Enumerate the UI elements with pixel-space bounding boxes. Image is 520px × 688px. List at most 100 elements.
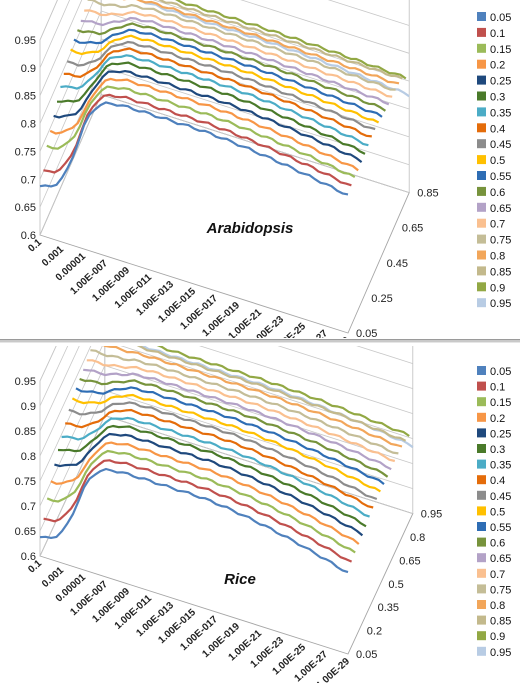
legend-label: 0.45 xyxy=(490,491,511,503)
legend-swatch xyxy=(477,218,486,228)
panel-divider xyxy=(0,339,520,343)
legend-label: 0.25 xyxy=(490,76,511,88)
x-tick-label: 0.001 xyxy=(40,565,66,590)
legend-label: 0.5 xyxy=(490,506,505,518)
legend-swatch xyxy=(477,584,486,594)
x-tick-label: 0.001 xyxy=(40,244,66,269)
legend-label: 0.9 xyxy=(490,631,505,643)
legend-swatch xyxy=(477,506,486,516)
legend-label: 0.3 xyxy=(490,92,505,104)
legend-label: 0.6 xyxy=(490,187,505,199)
series-line-0-55 xyxy=(73,28,383,118)
legend-label: 0.7 xyxy=(490,219,505,231)
series-line-0-1 xyxy=(43,459,353,563)
legend-label: 0.05 xyxy=(490,12,511,24)
legend-swatch xyxy=(477,171,486,180)
y-tick-label: 0.9 xyxy=(21,63,36,75)
series-line-0-2 xyxy=(49,77,359,172)
legend-label: 0.95 xyxy=(490,647,511,659)
legend-swatch xyxy=(477,75,486,85)
series-line-0-7 xyxy=(84,9,393,98)
series-line-0-85 xyxy=(158,0,403,80)
legend-label: 0.1 xyxy=(490,382,505,394)
series-line-0-65 xyxy=(83,368,392,471)
series-line-0-6 xyxy=(79,377,389,478)
gridline xyxy=(39,10,410,152)
series-line-0-4 xyxy=(63,47,372,138)
legend-swatch xyxy=(477,298,486,308)
chart-title: Arabidopsis xyxy=(206,220,294,237)
y-tick-label: 0.65 xyxy=(15,526,36,538)
series-line-0-8 xyxy=(93,339,403,448)
legend-swatch xyxy=(477,107,486,117)
legend-label: 0.1 xyxy=(490,28,505,40)
legend-swatch xyxy=(477,553,486,563)
series-line-0-45 xyxy=(66,40,376,131)
legend-label: 0.75 xyxy=(490,584,511,596)
series-line-0-3 xyxy=(57,424,367,528)
legend-label: 0.65 xyxy=(490,553,511,565)
chart-title: Rice xyxy=(224,571,256,588)
z-tick-label: 0.95 xyxy=(421,509,442,521)
legend-swatch xyxy=(477,490,486,500)
legend-swatch xyxy=(477,155,486,165)
gridline xyxy=(39,0,410,96)
legend-label: 0.65 xyxy=(490,203,511,215)
series-line-0-6 xyxy=(77,22,387,112)
arabidopsis-chart: 0.60.650.70.750.80.850.90.950.10.0010.00… xyxy=(15,0,511,370)
legend-label: 0.8 xyxy=(490,251,505,263)
rice-chart-panel: 0.6 0.65 0.7 0.75 0.8 0.85 0.9 0.95 0.1 0.001 0.00… xyxy=(0,240,520,688)
series-line-0-65 xyxy=(80,16,390,106)
legend-swatch xyxy=(477,266,486,276)
y-tick-label: 0.9 xyxy=(21,401,36,413)
legend-swatch xyxy=(477,186,486,196)
legend-label: 0.55 xyxy=(490,171,511,183)
series-line-0-25 xyxy=(54,432,364,537)
legend-swatch xyxy=(477,537,486,547)
legend-swatch xyxy=(477,366,486,375)
legend-swatch xyxy=(477,428,486,438)
z-tick-label: 0.85 xyxy=(417,188,438,200)
legend-swatch xyxy=(477,91,486,101)
legend-label: 0.5 xyxy=(490,155,505,167)
legend-label: 0.7 xyxy=(490,569,505,581)
legend-label: 0.75 xyxy=(490,235,511,247)
legend-swatch xyxy=(477,475,486,485)
z-tick-label: 0.65 xyxy=(402,223,423,235)
series-line-0-1 xyxy=(43,93,352,187)
legend-label: 0.9 xyxy=(490,282,505,294)
legend-swatch xyxy=(477,522,486,531)
series-line-0-2 xyxy=(50,441,360,545)
series-line-0-4 xyxy=(65,408,374,509)
rice-chart: 0.6 0.65 0.7 0.75 0.8 0.85 0.9 0.95 0.1 0.001 0.00… xyxy=(15,240,511,688)
y-tick-label: 0.7 xyxy=(21,501,36,513)
y-tick-label: 0.95 xyxy=(15,35,36,47)
z-tick-label: 0.05 xyxy=(356,649,377,661)
legend-label: 0.35 xyxy=(490,107,511,119)
legend-label: 0.4 xyxy=(490,123,505,135)
legend-swatch xyxy=(477,397,486,407)
legend-label: 0.2 xyxy=(490,413,505,425)
legend-label: 0.15 xyxy=(490,44,511,56)
legend-label: 0.4 xyxy=(490,475,505,487)
legend-label: 0.35 xyxy=(490,460,511,472)
legend-label: 0.55 xyxy=(490,522,511,534)
series-line-0-25 xyxy=(53,69,363,163)
series-line-0-15 xyxy=(46,85,356,179)
legend-label: 0.25 xyxy=(490,428,511,440)
gridline xyxy=(39,94,410,236)
legend-swatch xyxy=(477,123,486,133)
legend-swatch xyxy=(477,600,486,609)
series-line-0-55 xyxy=(75,386,385,485)
series-line-0-05 xyxy=(39,467,349,574)
z-tick-label: 0.5 xyxy=(388,579,403,591)
z-tick-label: 0.25 xyxy=(371,293,392,305)
legend-label: 0.8 xyxy=(490,600,505,612)
series-line-0-9 xyxy=(175,0,407,80)
y-tick-label: 0.95 xyxy=(15,376,36,388)
y-tick-label: 0.85 xyxy=(15,91,36,103)
series-line-0-15 xyxy=(46,449,356,554)
series-line-0-5 xyxy=(71,393,381,493)
series-line-0-3 xyxy=(56,61,366,155)
y-tick-label: 0.6 xyxy=(21,551,36,563)
